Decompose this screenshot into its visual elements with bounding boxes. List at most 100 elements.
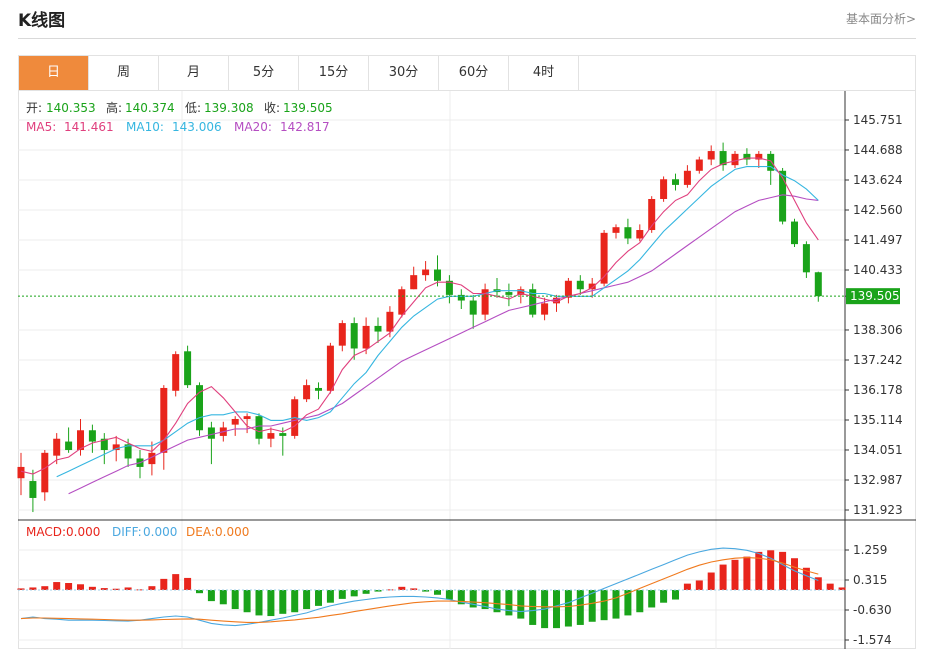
ma10-line — [56, 166, 819, 478]
tab-4hour[interactable]: 4时 — [509, 56, 579, 90]
macd-bar-negative — [457, 589, 465, 605]
candle-up — [695, 159, 703, 171]
candle-down — [184, 351, 192, 386]
candle-up — [755, 153, 763, 160]
dea-value: 0.000 — [215, 525, 249, 539]
price-tick-label: 132.987 — [853, 473, 903, 487]
candle-up — [481, 289, 489, 315]
macd-bar-negative — [481, 589, 489, 610]
macd-bar-negative — [374, 589, 382, 592]
macd-bar-positive — [743, 556, 751, 590]
open-value: 140.353 — [46, 101, 96, 115]
price-tick-label: 140.433 — [853, 263, 903, 277]
macd-bar-negative — [636, 589, 644, 613]
candle-down — [457, 294, 465, 301]
candle-up — [541, 303, 549, 315]
macd-bar-negative — [600, 589, 608, 621]
candle-up — [386, 311, 394, 332]
ma10-label: MA10: — [126, 120, 164, 134]
ma20-value: 142.817 — [280, 120, 330, 134]
macd-bar-negative — [315, 589, 322, 606]
macd-bar-negative — [267, 589, 275, 617]
candle-up — [612, 227, 620, 233]
candle-up — [243, 416, 251, 419]
current-price-label: 139.505 — [850, 289, 900, 303]
macd-label: MACD: — [26, 525, 66, 539]
macd-bar-negative — [279, 589, 287, 614]
tab-15min[interactable]: 15分 — [299, 56, 369, 90]
macd-bar-negative — [291, 589, 299, 613]
candle-up — [160, 387, 168, 453]
macd-bar-positive — [410, 588, 418, 590]
price-tick-label: 138.306 — [853, 323, 903, 337]
candle-up — [326, 345, 334, 391]
macd-bar-positive — [719, 564, 727, 590]
macd-bar-positive — [767, 550, 775, 590]
candle-up — [77, 430, 84, 451]
ma5-label: MA5: — [26, 120, 56, 134]
candle-up — [303, 385, 311, 400]
macd-bar-negative — [624, 589, 632, 616]
candle-down — [576, 280, 584, 290]
candle-up — [267, 433, 275, 439]
macd-bar-negative — [255, 589, 263, 616]
ma20-line — [68, 194, 819, 495]
candle-up — [648, 198, 656, 231]
candle-up — [588, 283, 596, 290]
candle-down — [624, 227, 632, 239]
candle-down — [207, 427, 215, 439]
macd-bar-positive — [814, 577, 822, 590]
macd-bar-positive — [88, 586, 96, 590]
tab-day[interactable]: 日 — [19, 56, 89, 90]
candle-down — [743, 153, 751, 160]
tab-week[interactable]: 周 — [89, 56, 159, 90]
macd-bar-positive — [124, 587, 132, 590]
candle-down — [279, 433, 287, 436]
price-axis: 145.751 144.688 143.624 142.560 141.497 140.4… — [845, 113, 903, 647]
candle-down — [719, 151, 727, 166]
fundamental-analysis-link[interactable]: 基本面分析> — [845, 12, 916, 26]
low-value: 139.308 — [204, 101, 254, 115]
macd-bar-negative — [612, 589, 620, 619]
candle-up — [17, 466, 25, 479]
candle-down — [505, 292, 513, 295]
tab-60min[interactable]: 60分 — [439, 56, 509, 90]
macd-bar-negative — [434, 589, 441, 595]
macd-bar-positive — [112, 588, 120, 590]
candle-down — [65, 441, 73, 451]
price-tick-label: 131.923 — [853, 503, 903, 517]
candle-down — [315, 387, 322, 391]
macd-bar-negative — [362, 589, 370, 594]
macd-bar-negative — [469, 589, 477, 608]
candle-down — [350, 323, 358, 349]
candle-up — [600, 232, 608, 284]
macd-bar-negative — [231, 589, 239, 610]
candle-up — [422, 269, 430, 276]
close-label: 收: — [264, 101, 280, 115]
tab-30min[interactable]: 30分 — [369, 56, 439, 90]
dea-line — [20, 557, 819, 623]
tab-month[interactable]: 月 — [159, 56, 229, 90]
tab-5min[interactable]: 5分 — [229, 56, 299, 90]
macd-bar-negative — [529, 589, 537, 625]
price-tick-label: 134.051 — [853, 443, 903, 457]
candle-down — [124, 444, 132, 459]
macd-bar-positive — [17, 588, 25, 590]
candle-up — [636, 230, 644, 239]
macd-bar-positive — [707, 572, 715, 590]
candles — [17, 142, 822, 513]
macd-bar-negative — [445, 589, 453, 600]
candle-down — [529, 289, 537, 315]
macd-panel — [17, 547, 846, 629]
candle-up — [731, 153, 739, 166]
candle-down — [445, 280, 453, 295]
ma5-line — [20, 157, 819, 475]
macd-bar-negative — [576, 589, 584, 625]
macd-bar-positive — [41, 586, 49, 590]
chart-frame — [18, 91, 916, 649]
candle-down — [814, 272, 822, 297]
macd-bar-negative — [196, 589, 203, 594]
macd-bar-negative — [243, 589, 251, 613]
macd-bar-positive — [53, 582, 61, 590]
